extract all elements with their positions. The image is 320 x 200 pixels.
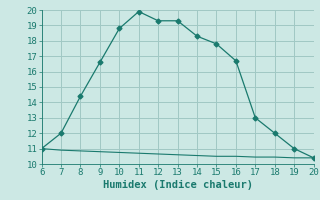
X-axis label: Humidex (Indice chaleur): Humidex (Indice chaleur) xyxy=(103,180,252,190)
